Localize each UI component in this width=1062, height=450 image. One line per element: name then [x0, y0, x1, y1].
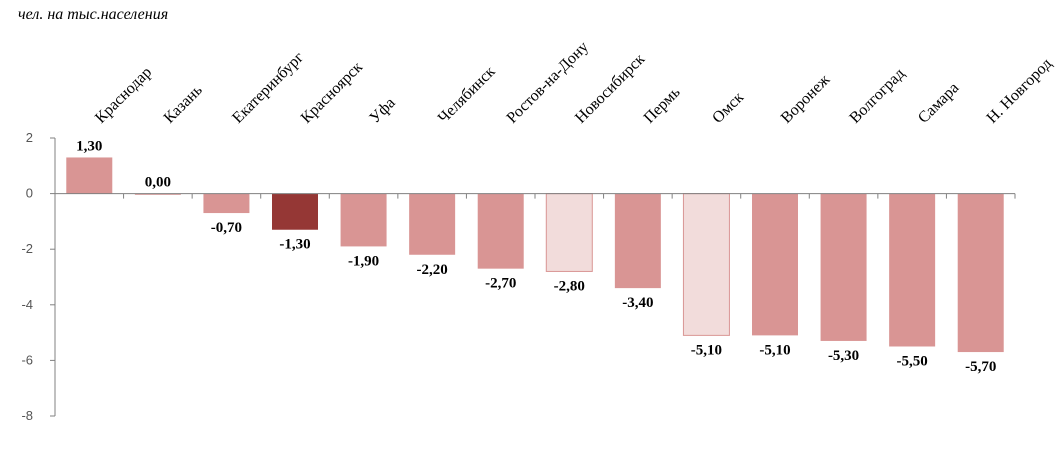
category-label: Самара — [915, 79, 962, 126]
bar — [545, 193, 593, 272]
y-tick-label: -6 — [21, 352, 33, 367]
category-label: Пермь — [641, 84, 684, 127]
category-label: Н. Новгород — [984, 55, 1056, 127]
data-label: -5,70 — [965, 359, 996, 375]
bar — [203, 193, 250, 214]
category-label: Краснодар — [92, 64, 155, 127]
bar — [614, 193, 661, 289]
data-label: -3,40 — [622, 295, 653, 311]
bar — [752, 193, 798, 336]
category-label: Воронеж — [778, 71, 834, 127]
bar — [889, 193, 936, 347]
data-label: -1,30 — [279, 237, 310, 253]
category-label: Красноярск — [298, 59, 366, 127]
y-tick-label: -8 — [21, 408, 33, 423]
category-label: Омск — [709, 89, 747, 127]
axes-group: 2 0 -2 -4 -6 -8 — [21, 130, 1016, 423]
data-label: -2,80 — [554, 278, 585, 294]
y-tick-label: 0 — [26, 186, 33, 201]
bars-group — [66, 157, 1004, 353]
data-label: -5,50 — [897, 354, 928, 370]
category-label: Волгоград — [846, 65, 908, 127]
category-label: Казань — [161, 82, 206, 127]
bar — [409, 193, 456, 255]
y-tick-label: 2 — [26, 130, 33, 145]
category-label: Новосибирск — [572, 51, 648, 127]
data-label: -5,10 — [759, 342, 790, 358]
data-label: -0,70 — [211, 220, 242, 236]
unit-label: чел. на тыс.населения — [18, 6, 169, 23]
bar — [477, 193, 524, 269]
y-tick-label: -2 — [21, 241, 33, 256]
category-label: Уфа — [366, 94, 398, 126]
y-tick-label: -4 — [21, 297, 33, 312]
bar — [66, 157, 113, 194]
data-label: -5,10 — [691, 342, 722, 358]
data-label: 0,00 — [145, 175, 171, 191]
category-label: Екатеринбург — [229, 49, 307, 127]
bar — [957, 193, 1004, 353]
bar — [820, 193, 867, 341]
bar — [134, 193, 181, 195]
data-label: 1,30 — [76, 138, 102, 154]
bar — [272, 193, 318, 230]
bar — [340, 193, 387, 247]
data-label: -5,30 — [828, 348, 859, 364]
data-label: -1,90 — [348, 253, 379, 269]
bar — [682, 193, 730, 336]
data-label: -2,70 — [485, 276, 516, 292]
category-label: Челябинск — [435, 63, 499, 127]
data-label: -2,20 — [417, 262, 448, 278]
